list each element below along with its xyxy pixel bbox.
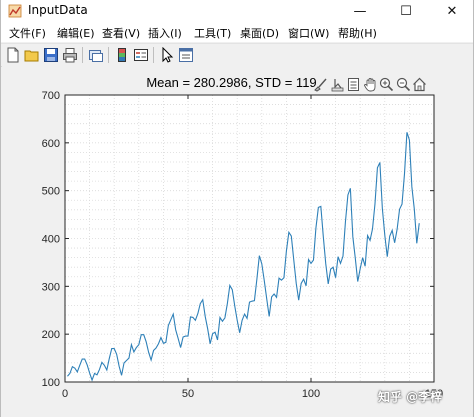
- rotate-icon[interactable]: [346, 77, 361, 92]
- colorbar-icon[interactable]: [114, 47, 130, 63]
- x-tick-label: 150: [425, 388, 443, 400]
- print-icon[interactable]: [62, 47, 78, 63]
- series-line[interactable]: [67, 132, 420, 382]
- y-tick-label: 300: [42, 281, 60, 293]
- menu-tools[interactable]: 工具(T): [194, 27, 232, 40]
- home-icon[interactable]: [412, 77, 427, 92]
- x-tick-label: 50: [182, 388, 194, 400]
- minimize-button[interactable]: —: [353, 3, 367, 19]
- pan-icon[interactable]: [363, 77, 378, 92]
- y-tick-label: 600: [42, 138, 60, 150]
- line-chart[interactable]: 0 50 100 150 100 200 300 400 500 600 700 Mean = 280…: [2, 66, 473, 417]
- x-tick-label: 0: [62, 388, 68, 400]
- new-figure-icon[interactable]: [5, 47, 21, 63]
- close-button[interactable]: ✕: [446, 3, 458, 19]
- pointer-icon[interactable]: [159, 47, 175, 63]
- figure-canvas: 0 50 100 150 100 200 300 400 500 600 700 Mean = 280…: [2, 66, 473, 417]
- menu-edit[interactable]: 编辑(E): [57, 27, 95, 40]
- y-tick-label: 400: [42, 234, 60, 246]
- data-tips-icon[interactable]: [330, 77, 345, 92]
- property-editor-icon[interactable]: [178, 47, 194, 63]
- menu-desktop[interactable]: 桌面(D): [240, 27, 280, 40]
- window-title: InputData: [28, 3, 88, 17]
- open-file-icon[interactable]: [24, 47, 40, 63]
- menu-help[interactable]: 帮助(H): [338, 27, 377, 40]
- legend-icon[interactable]: [133, 47, 149, 63]
- brush-icon[interactable]: [313, 77, 328, 92]
- matlab-icon: [8, 4, 22, 18]
- menu-file[interactable]: 文件(F): [9, 27, 46, 40]
- toolbar-separator: [108, 47, 109, 63]
- toolbar-separator: [153, 47, 154, 63]
- menu-insert[interactable]: 插入(I): [148, 27, 182, 40]
- y-tick-label: 700: [42, 90, 60, 102]
- zoom-out-icon[interactable]: [396, 77, 411, 92]
- maximize-button[interactable]: ☐: [400, 3, 412, 19]
- y-tick-label: 500: [42, 186, 60, 198]
- figure-toolbar: [1, 43, 473, 67]
- y-tick-label: 100: [42, 377, 60, 389]
- zoom-in-icon[interactable]: [379, 77, 394, 92]
- menu-window[interactable]: 窗口(W): [288, 27, 330, 40]
- y-tick-label: 200: [42, 329, 60, 341]
- menu-bar: 文件(F) 编辑(E) 查看(V) 插入(I) 工具(T) 桌面(D) 窗口(W…: [1, 22, 473, 42]
- save-icon[interactable]: [43, 47, 59, 63]
- title-bar[interactable]: InputData — ☐ ✕: [1, 0, 473, 22]
- chart-title: Mean = 280.2986, STD = 119: [146, 75, 316, 90]
- menu-view[interactable]: 查看(V): [102, 27, 141, 40]
- axes-background[interactable]: [65, 95, 434, 382]
- link-plot-icon[interactable]: [88, 47, 104, 63]
- x-tick-label: 100: [302, 388, 320, 400]
- watermark: 知乎 @李梓: [378, 390, 443, 404]
- toolbar-separator: [82, 47, 83, 63]
